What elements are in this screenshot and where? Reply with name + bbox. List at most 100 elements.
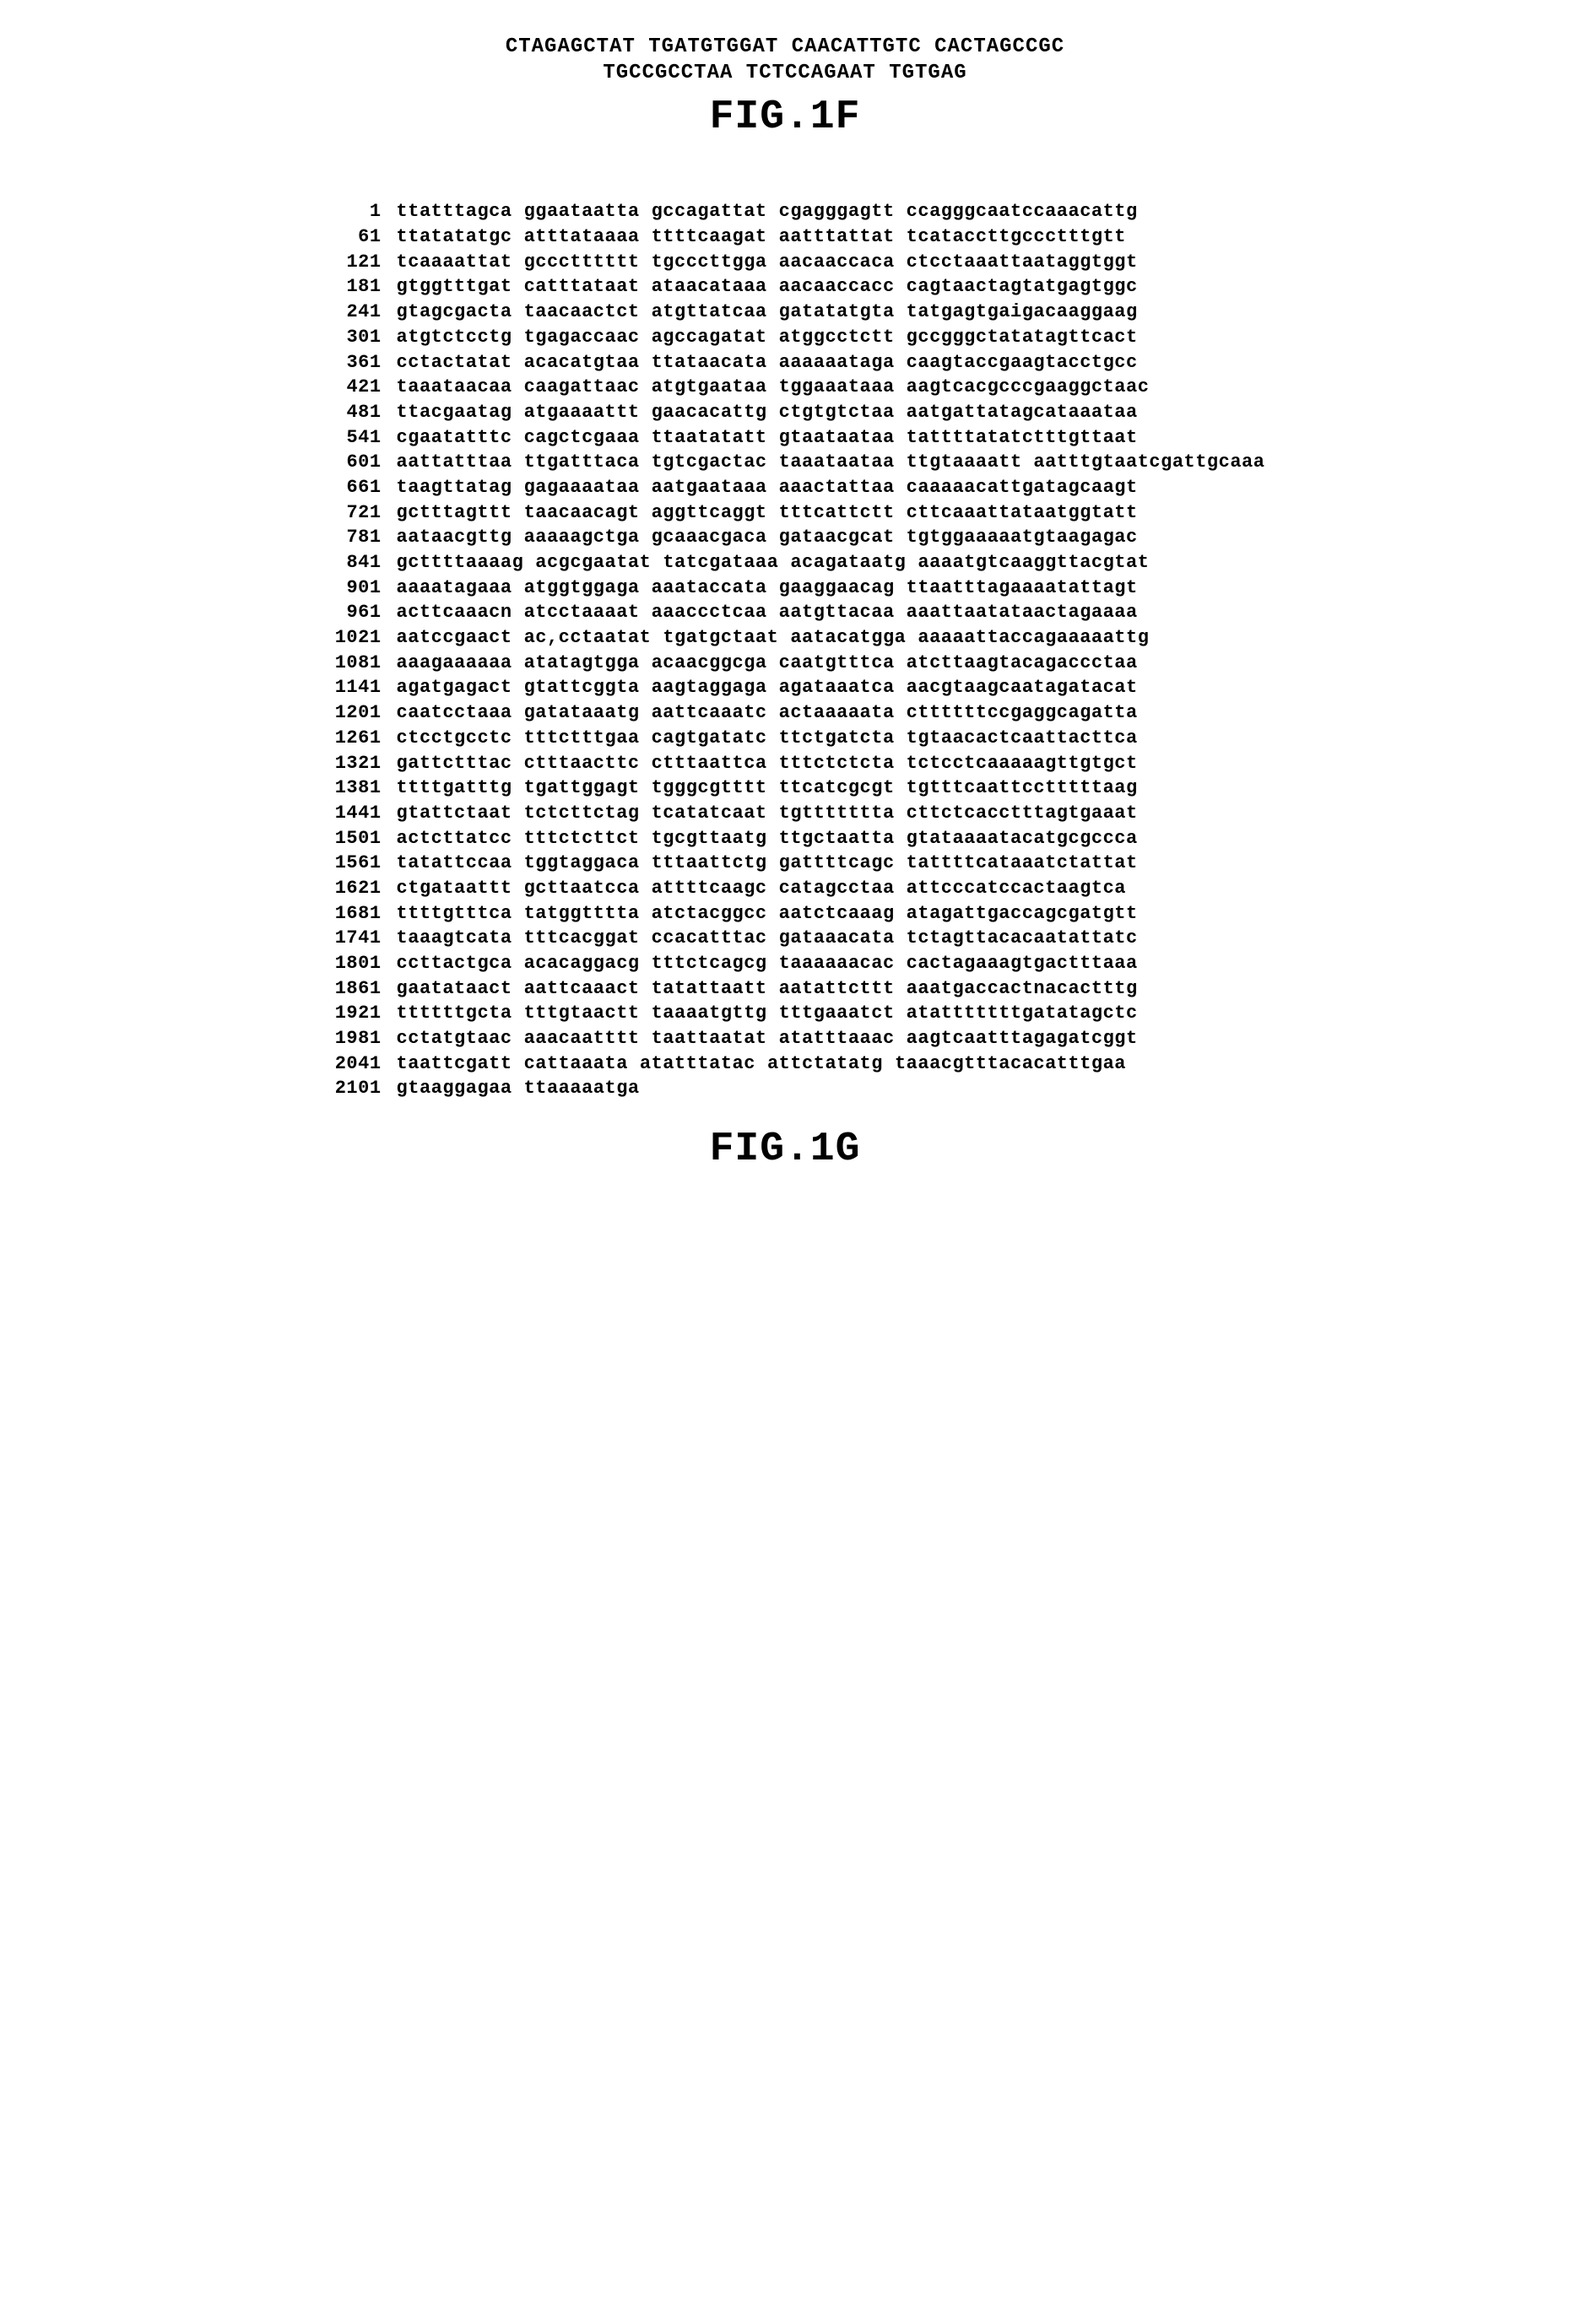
sequence-segment: ccagggcaatccaaacattg: [907, 199, 1138, 224]
sequence-segment: actaaaaata: [779, 700, 895, 726]
sequence-segment: cactagaaagtgactttaaa: [907, 951, 1138, 976]
sequence-columns: cctatgtaacaaacaatttttaattaatatatatttaaac…: [397, 1026, 1138, 1051]
sequence-segment: tatattaatt: [652, 976, 767, 1002]
sequence-columns: ttttgtttcatatggttttaatctacggccaatctcaaag…: [397, 901, 1138, 927]
sequence-segment: gcttttaaaag: [397, 550, 524, 576]
sequence-row: 61ttatatatgcatttataaaattttcaagataatttatt…: [306, 224, 1265, 250]
sequence-segment: gccgggctatatagttcact: [907, 325, 1138, 350]
sequence-segment: gccctttttt: [524, 250, 640, 275]
sequence-columns: caatcctaaagatataaatgaattcaaatcactaaaaata…: [397, 700, 1138, 726]
sequence-segment: tatgagtgaigacaaggaag: [907, 300, 1138, 325]
sequence-row: 1741taaagtcatatttcacggatccacatttacgataaa…: [306, 926, 1265, 951]
sequence-columns: acttcaaacnatcctaaaataaaccctcaaaatgttacaa…: [397, 600, 1138, 625]
sequence-segment: aaacaatttt: [524, 1026, 640, 1051]
sequence-position: 1621: [306, 876, 397, 901]
sequence-row: 241gtagcgactataacaactctatgttatcaagatatat…: [306, 300, 1265, 325]
sequence-segment: acgcgaatat: [535, 550, 651, 576]
sequence-segment: ttaatttagaaaatattagt: [907, 576, 1138, 601]
sequence-position: 1: [306, 199, 397, 224]
sequence-position: 181: [306, 274, 397, 300]
sequence-segment: atgtctcctg: [397, 325, 512, 350]
sequence-segment: ttgatttaca: [524, 450, 640, 475]
sequence-segment: taattaatat: [652, 1026, 767, 1051]
sequence-segment: ttctgatcta: [779, 726, 895, 751]
sequence-row: 421taaataacaacaagattaacatgtgaataatggaaat…: [306, 375, 1265, 400]
sequence-position: 721: [306, 500, 397, 526]
sequence-position: 1561: [306, 851, 397, 876]
sequence-row: 1321gattctttacctttaacttcctttaattcatttctc…: [306, 751, 1265, 776]
sequence-segment: tatattccaa: [397, 851, 512, 876]
sequence-segment: acacaggacg: [524, 951, 640, 976]
sequence-columns: ttatatatgcatttataaaattttcaagataatttattat…: [397, 224, 1126, 250]
sequence-segment: ccacatttac: [652, 926, 767, 951]
sequence-segment: cagtaactagtatgagtggc: [907, 274, 1138, 300]
sequence-segment: tttcacggat: [524, 926, 640, 951]
sequence-row: 601aattatttaattgatttacatgtcgactactaaataa…: [306, 450, 1265, 475]
sequence-segment: cttttttccgaggcagatta: [907, 700, 1138, 726]
sequence-segment: ttatatatgc: [397, 224, 512, 250]
sequence-segment: gctttagttt: [397, 500, 512, 526]
sequence-segment: cgagggagtt: [779, 199, 895, 224]
sequence-segment: tgcccttgga: [652, 250, 767, 275]
sequence-segment: ctcctaaattaataggtggt: [907, 250, 1138, 275]
sequence-columns: cgaatatttccagctcgaaattaatatattgtaataataa…: [397, 425, 1138, 451]
sequence-segment: gatataaatg: [524, 700, 640, 726]
sequence-segment: tattttatatctttgttaat: [907, 425, 1138, 451]
sequence-segment: atgtgaataa: [652, 375, 767, 400]
sequence-segment: agatgagact: [397, 675, 512, 700]
sequence-columns: aatccgaactac,cctaatattgatgctaataatacatgg…: [397, 625, 1150, 651]
sequence-segment: tgtcgactac: [652, 450, 767, 475]
sequence-segment: atgttatcaa: [652, 300, 767, 325]
sequence-row: 2041taattcgattcattaaataatatttatacattctat…: [306, 1051, 1265, 1077]
sequence-segment: tgtaacactcaattacttca: [907, 726, 1138, 751]
sequence-columns: tatattccaatggtaggacatttaattctggattttcagc…: [397, 851, 1138, 876]
sequence-position: 961: [306, 600, 397, 625]
sequence-segment: aattatttaa: [397, 450, 512, 475]
sequence-segment: tatcgataaa: [663, 550, 778, 576]
sequence-position: 2101: [306, 1076, 397, 1101]
sequence-segment: tttctcttct: [524, 826, 640, 851]
sequence-segment: tgcgttaatg: [652, 826, 767, 851]
sequence-segment: taaaaaacac: [779, 951, 895, 976]
sequence-columns: ttttgatttgtgattggagttgggcgttttttcatcgcgt…: [397, 776, 1138, 801]
sequence-segment: tctcctcaaaaagttgtgct: [907, 751, 1138, 776]
sequence-segment: cattaaata: [524, 1051, 628, 1077]
sequence-row: 661taagttataggagaaaataaaatgaataaaaaactat…: [306, 475, 1265, 500]
sequence-segment: ctttaacttc: [524, 751, 640, 776]
sequence-position: 361: [306, 350, 397, 376]
sequence-segment: tttgaaatct: [779, 1001, 895, 1026]
sequence-segment: ggaataatta: [524, 199, 640, 224]
sequence-segment: tattttcataaatctattat: [907, 851, 1138, 876]
sequence-segment: gcaaacgaca: [652, 525, 767, 550]
sequence-segment: taaacgtttacacatttgaa: [895, 1051, 1126, 1077]
sequence-columns: taaagtcatatttcacggatccacatttacgataaacata…: [397, 926, 1138, 951]
sequence-segment: aaaccctcaa: [652, 600, 767, 625]
sequence-position: 1921: [306, 1001, 397, 1026]
sequence-columns: gtagcgactataacaactctatgttatcaagatatatgta…: [397, 300, 1138, 325]
sequence-segment: gaacacattg: [652, 400, 767, 425]
sequence-segment: tctagttacacaatattatc: [907, 926, 1138, 951]
sequence-segment: gccagattat: [652, 199, 767, 224]
sequence-segment: tctcttctag: [524, 801, 640, 826]
sequence-row: 361cctactatatacacatgtaattataacataaaaaaat…: [306, 350, 1265, 376]
sequence-segment: aatctcaaag: [779, 901, 895, 927]
sequence-segment: tttaattctg: [652, 851, 767, 876]
sequence-row: 1021aatccgaactac,cctaatattgatgctaataatac…: [306, 625, 1265, 651]
sequence-position: 781: [306, 525, 397, 550]
sequence-row: 481ttacgaatagatgaaaatttgaacacattgctgtgtc…: [306, 400, 1265, 425]
sequence-row: 1261ctcctgcctctttctttgaacagtgatatcttctga…: [306, 726, 1265, 751]
sequence-segment: ttttgatttg: [397, 776, 512, 801]
sequence-segment: atgaaaattt: [524, 400, 640, 425]
sequence-position: 1141: [306, 675, 397, 700]
sequence-segment: gagaaaataa: [524, 475, 640, 500]
sequence-segment: aaaaaataga: [779, 350, 895, 376]
sequence-segment: ctttaattca: [652, 751, 767, 776]
sequence-segment: attcccatccactaagtca: [907, 876, 1126, 901]
header-line-2: TGCCGCCTAA TCTCCAGAAT TGTGAG: [51, 60, 1519, 86]
sequence-columns: taaataacaacaagattaacatgtgaataatggaaataaa…: [397, 375, 1150, 400]
sequence-segment: cagtgatatc: [652, 726, 767, 751]
sequence-segment: gtaaggagaa: [397, 1076, 512, 1101]
sequence-row: 1861gaatataactaattcaaacttatattaattaatatt…: [306, 976, 1265, 1002]
sequence-segment: taaataataa: [779, 450, 895, 475]
sequence-segment: ttataacata: [652, 350, 767, 376]
